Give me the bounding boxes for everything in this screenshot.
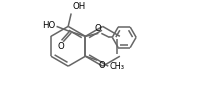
Text: O: O	[95, 24, 102, 33]
Text: O: O	[57, 42, 64, 51]
Text: HO: HO	[42, 21, 55, 30]
Text: CH₃: CH₃	[109, 62, 124, 71]
Text: O: O	[98, 61, 105, 70]
Text: OH: OH	[72, 2, 85, 11]
